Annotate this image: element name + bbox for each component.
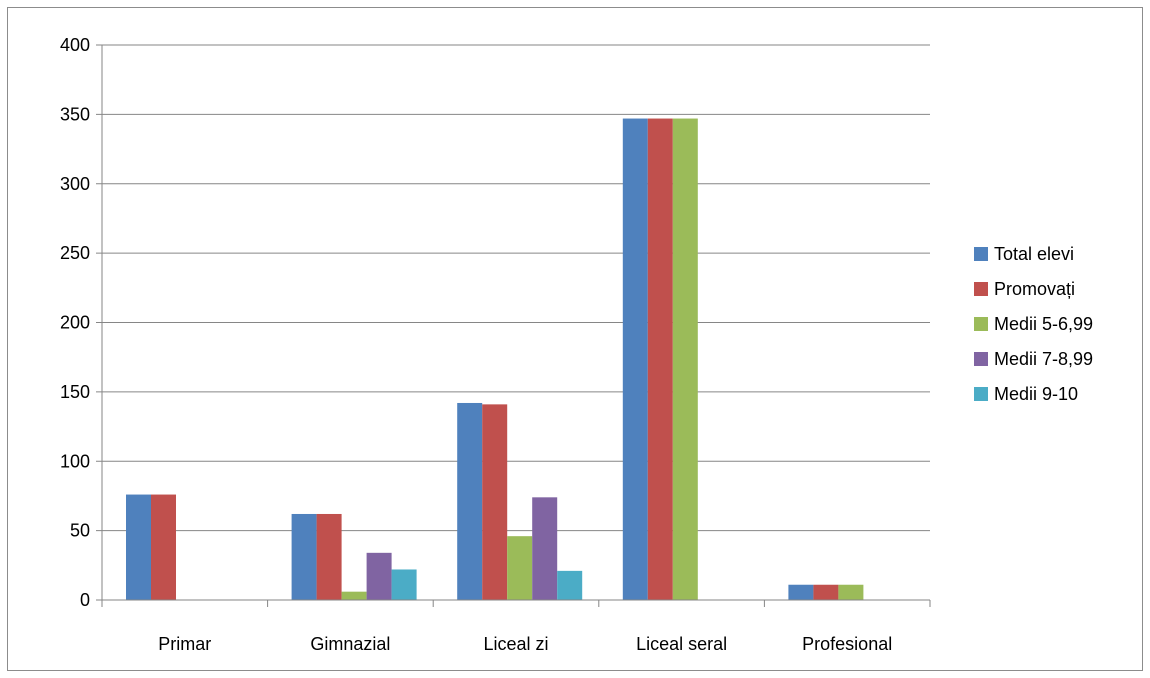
bar-gimnazial-series-2 — [316, 513, 342, 600]
legend-label: Medii 9-10 — [994, 384, 1078, 404]
bar-liceal-seral-series-1 — [622, 118, 648, 600]
y-tick-label: 400 — [60, 35, 90, 55]
legend-swatch — [974, 352, 988, 366]
bar-liceal-zi-series-2 — [482, 404, 508, 600]
y-tick-label: 300 — [60, 174, 90, 194]
x-tick-label: Primar — [158, 634, 211, 654]
bar-liceal-zi-series-3 — [507, 536, 533, 600]
bar-primar-series-1 — [126, 494, 151, 600]
y-tick-label: 350 — [60, 104, 90, 124]
bars — [126, 118, 864, 600]
legend-label: Promovați — [994, 279, 1075, 299]
bar-liceal-zi-series-1 — [457, 402, 483, 600]
bar-liceal-seral-series-3 — [672, 118, 698, 600]
x-tick-label: Profesional — [802, 634, 892, 654]
x-tick-label: Liceal zi — [483, 634, 548, 654]
legend-swatch — [974, 282, 988, 296]
legend-swatch — [974, 247, 988, 261]
bar-primar-series-2 — [151, 494, 176, 600]
gridlines — [102, 44, 930, 532]
bar-liceal-seral-series-2 — [647, 118, 673, 600]
legend: Total elevi Promovați Medii 5-6,99 Medii 7-… — [974, 244, 1093, 404]
bar-profesional-series-3 — [838, 584, 864, 600]
legend-label: Medii 7-8,99 — [994, 349, 1093, 369]
y-tick-label: 150 — [60, 382, 90, 402]
legend-swatch — [974, 387, 988, 401]
y-tick-label: 250 — [60, 243, 90, 263]
axes: 0 50 100 150 200 250 300 350 400 Primar Gimnazial L… — [60, 35, 931, 654]
bar-liceal-zi-series-5 — [557, 570, 583, 600]
y-tick-label: 50 — [70, 521, 90, 541]
bar-gimnazial-series-3 — [341, 591, 367, 600]
x-tick-label: Liceal seral — [636, 634, 727, 654]
bar-profesional-series-2 — [813, 584, 839, 600]
bar-gimnazial-series-4 — [366, 552, 392, 600]
legend-swatch — [974, 317, 988, 331]
y-tick-label: 200 — [60, 313, 90, 333]
bar-profesional-series-1 — [788, 584, 814, 600]
legend-label: Total elevi — [994, 244, 1074, 264]
legend-label: Medii 5-6,99 — [994, 314, 1093, 334]
bar-gimnazial-series-1 — [291, 513, 317, 600]
x-tick-label: Gimnazial — [310, 634, 390, 654]
bar-gimnazial-series-5 — [391, 569, 417, 600]
y-tick-label: 0 — [80, 590, 90, 610]
bar-liceal-zi-series-4 — [532, 497, 558, 600]
y-tick-label: 100 — [60, 451, 90, 471]
chart-frame — [7, 7, 1143, 671]
